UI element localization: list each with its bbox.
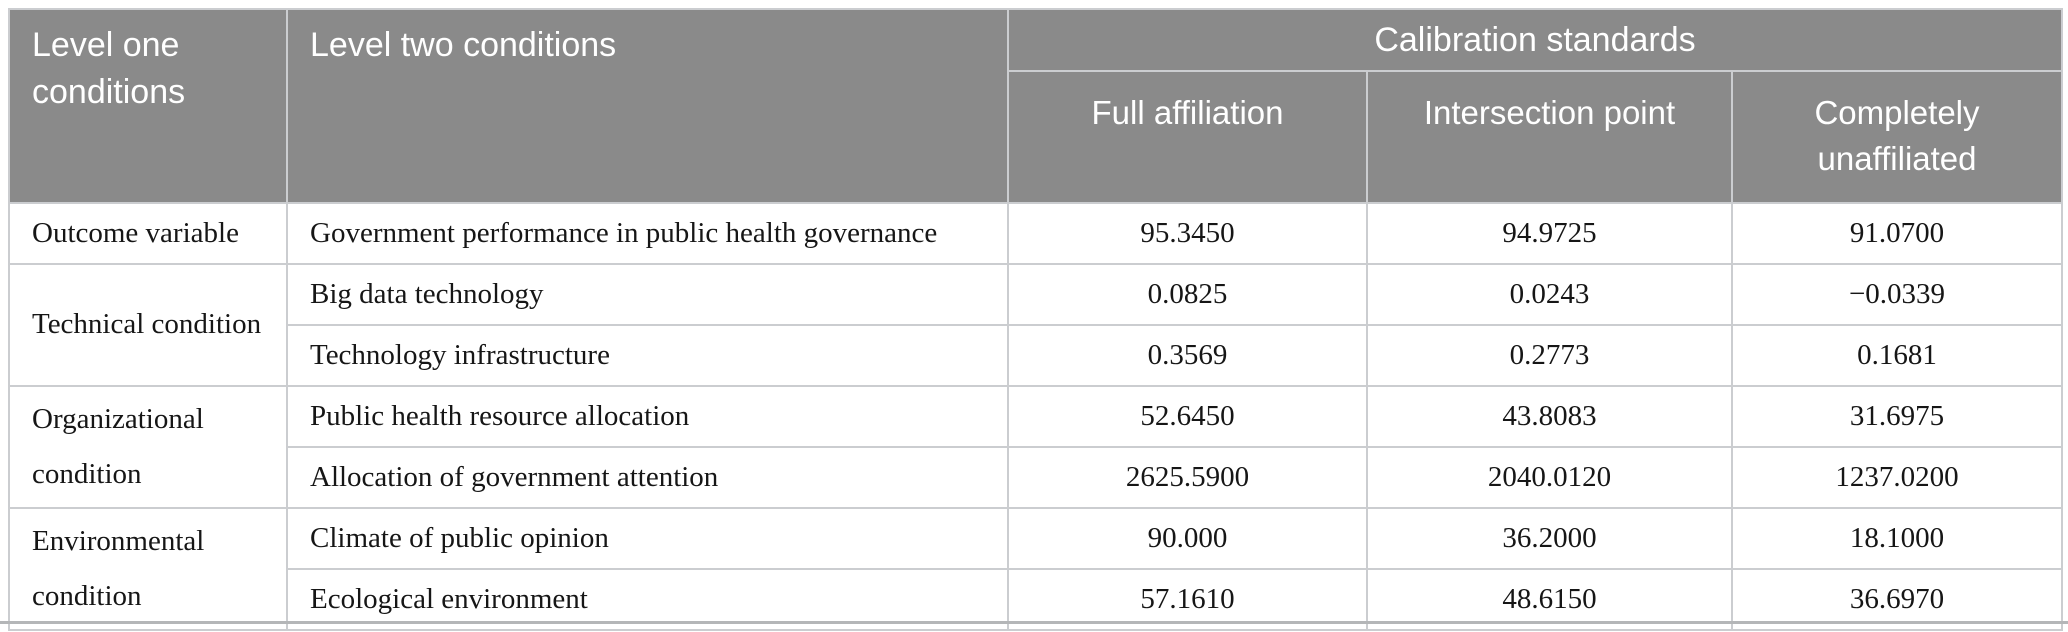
value-cell: 0.0243: [1366, 263, 1733, 326]
table-bottom-rule: [0, 621, 2068, 624]
calibration-table-container: Level one conditions Level two condition…: [8, 8, 2063, 631]
table-row: Environmental condition Climate of publi…: [8, 507, 2063, 631]
level-one-cell-outcome-variable: Outcome variable: [8, 202, 288, 265]
header-completely-unaffiliated: Completely unaffiliated: [1731, 70, 2063, 204]
value-cell: 18.1000: [1731, 507, 2063, 570]
value-cell: −0.0339: [1731, 263, 2063, 326]
level-two-cell: Big data technology: [286, 263, 1009, 326]
table-row: Allocation of government attention 2625.…: [9, 446, 2063, 509]
level-two-cell: Technology infrastructure: [286, 324, 1009, 387]
value-cell: 91.0700: [1731, 202, 2063, 265]
level-two-cell: Public health resource allocation: [286, 385, 1009, 448]
value-cell: 95.3450: [1007, 202, 1368, 265]
level-two-cell: Ecological environment: [286, 568, 1009, 631]
value-cell: 90.000: [1007, 507, 1368, 570]
value-cell: 0.1681: [1731, 324, 2063, 387]
header-row-top: Level one conditions Level two condition…: [8, 8, 2063, 204]
value-cell: 1237.0200: [1731, 446, 2063, 509]
level-one-cell-organizational-condition: Organizational condition: [8, 385, 288, 509]
value-cell: 0.2773: [1366, 324, 1733, 387]
value-cell: 57.1610: [1007, 568, 1368, 631]
level-one-cell-technical-condition: Technical condition: [8, 263, 288, 387]
table-row: Technology infrastructure 0.3569 0.2773 …: [9, 324, 2063, 387]
value-cell: 48.6150: [1366, 568, 1733, 631]
table-row: Organizational condition Public health r…: [8, 385, 2063, 509]
value-cell: 2625.5900: [1007, 446, 1368, 509]
level-one-cell-environmental-condition: Environmental condition: [8, 507, 288, 631]
value-cell: 52.6450: [1007, 385, 1368, 448]
level-two-cell: Climate of public opinion: [286, 507, 1009, 570]
header-level-one-conditions: Level one conditions: [8, 8, 288, 204]
value-cell: 2040.0120: [1366, 446, 1733, 509]
header-full-affiliation: Full affiliation: [1007, 70, 1368, 204]
value-cell: 43.8083: [1366, 385, 1733, 448]
value-cell: 36.2000: [1366, 507, 1733, 570]
value-cell: 0.3569: [1007, 324, 1368, 387]
level-two-cell: Government performance in public health …: [286, 202, 1009, 265]
level-two-cell: Allocation of government attention: [286, 446, 1009, 509]
header-row-sub: Full affiliation Intersection point Comp…: [9, 70, 2063, 204]
table-row: Outcome variable Government performance …: [8, 202, 2063, 265]
value-cell: 31.6975: [1731, 385, 2063, 448]
header-intersection-point: Intersection point: [1366, 70, 1733, 204]
value-cell: 36.6970: [1731, 568, 2063, 631]
table-row: Technical condition Big data technology …: [8, 263, 2063, 387]
table-row: Ecological environment 57.1610 48.6150 3…: [9, 568, 2063, 631]
header-calibration-standards: Calibration standards: [1007, 8, 2063, 72]
value-cell: 0.0825: [1007, 263, 1368, 326]
calibration-table: Level one conditions Level two condition…: [8, 8, 2063, 631]
value-cell: 94.9725: [1366, 202, 1733, 265]
header-level-two-conditions: Level two conditions: [286, 8, 1009, 204]
